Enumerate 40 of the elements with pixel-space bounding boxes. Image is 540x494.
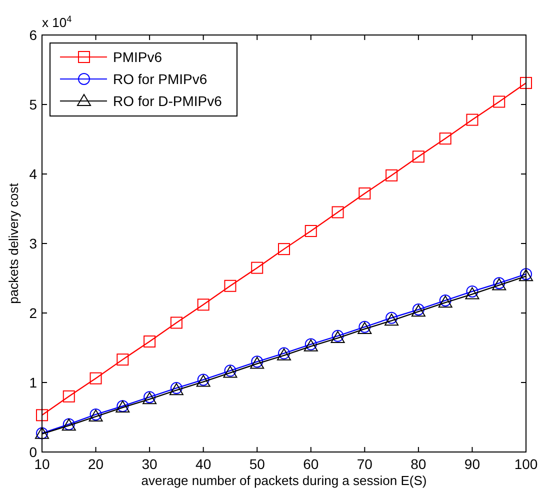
x-tick-label: 100 xyxy=(514,456,538,472)
x-tick-label: 80 xyxy=(410,456,426,472)
point xyxy=(170,316,182,329)
point xyxy=(251,262,264,274)
point xyxy=(278,243,290,256)
y-tick-label: 3 xyxy=(29,236,38,252)
x-tick-label: 90 xyxy=(464,456,480,472)
x-tick-label: 70 xyxy=(356,456,373,472)
point xyxy=(36,409,48,422)
x-tick-label: 20 xyxy=(88,456,104,472)
x-axis-title: average number of packets during a session E(S) xyxy=(141,473,427,488)
point xyxy=(224,280,236,292)
legend-label: RO for D-PMIPv6 xyxy=(113,93,222,109)
y-tick-label: 5 xyxy=(29,96,38,112)
point xyxy=(358,187,371,200)
x-tick-label: 50 xyxy=(249,456,266,472)
point xyxy=(439,132,452,145)
point xyxy=(144,335,156,348)
x-tick-label: 60 xyxy=(303,456,319,472)
point xyxy=(90,372,102,384)
legend-label: PMIPv6 xyxy=(113,49,162,65)
point xyxy=(304,224,317,237)
point xyxy=(466,114,478,126)
point xyxy=(116,354,129,366)
point xyxy=(62,390,75,402)
legend-label: RO for PMIPv6 xyxy=(113,71,208,87)
y-tick-label: 1 xyxy=(29,374,38,390)
point xyxy=(493,96,506,108)
y-tick-label: 4 xyxy=(29,166,38,182)
x-tick-label: 40 xyxy=(196,456,212,472)
point xyxy=(332,206,344,218)
point xyxy=(197,298,210,311)
y-tick-label: 2 xyxy=(29,305,38,321)
y-axis-title: packets delivery cost xyxy=(6,182,21,304)
point xyxy=(386,169,398,182)
y-tick-label: 6 xyxy=(29,27,38,43)
text: x 10$^{4}$ xyxy=(42,14,72,30)
point xyxy=(520,76,532,89)
x-tick-label: 30 xyxy=(142,456,158,472)
point xyxy=(412,150,424,163)
